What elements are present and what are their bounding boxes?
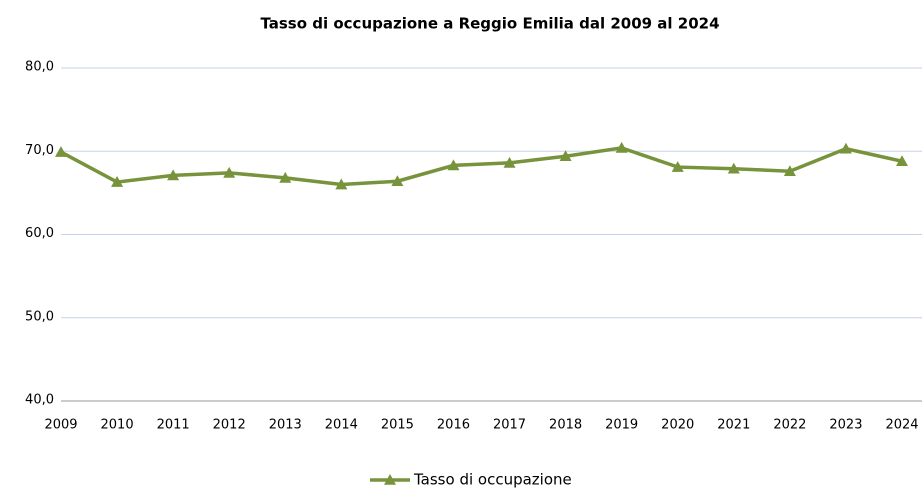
x-tick-label: 2020: [661, 418, 694, 433]
point-marker: [503, 156, 516, 168]
x-tick-label: 2012: [213, 418, 246, 433]
x-tick-label: 2022: [773, 418, 806, 433]
x-tick-label: 2018: [549, 418, 582, 433]
y-tick-label: 40,0: [25, 393, 54, 408]
x-tick-label: 2013: [269, 418, 302, 433]
legend-marker: [384, 474, 396, 485]
y-tick-label: 60,0: [25, 226, 54, 241]
x-tick-label: 2016: [437, 418, 470, 433]
x-tick-label: 2021: [717, 418, 750, 433]
point-marker: [615, 141, 628, 153]
x-tick-label: 2009: [44, 418, 77, 433]
y-tick-label: 50,0: [25, 309, 54, 324]
legend-label: Tasso di occupazione: [413, 471, 572, 489]
point-marker: [111, 176, 124, 187]
x-tick-label: 2023: [829, 418, 862, 433]
point-marker: [223, 166, 236, 178]
x-tick-label: 2019: [605, 418, 638, 433]
point-marker: [783, 165, 796, 177]
point-marker: [839, 142, 852, 154]
x-tick-label: 2017: [493, 418, 526, 433]
point-marker: [55, 146, 67, 157]
x-tick-label: 2015: [381, 418, 414, 433]
point-marker: [559, 150, 572, 162]
point-marker: [447, 159, 460, 171]
x-tick-label: 2010: [101, 418, 134, 433]
point-marker: [391, 175, 404, 187]
point-marker: [896, 155, 908, 167]
x-tick-label: 2014: [325, 418, 358, 433]
x-tick-label: 2011: [157, 418, 190, 433]
point-marker: [727, 162, 740, 174]
x-tick-label: 2024: [885, 418, 918, 433]
chart-title: Tasso di occupazione a Reggio Emilia dal…: [260, 15, 719, 33]
point-marker: [167, 169, 180, 181]
point-marker: [279, 171, 292, 183]
y-tick-label: 80,0: [25, 60, 54, 75]
point-marker: [671, 161, 684, 172]
point-marker: [335, 178, 348, 190]
y-tick-label: 70,0: [25, 143, 54, 158]
series-line: [60, 146, 903, 187]
